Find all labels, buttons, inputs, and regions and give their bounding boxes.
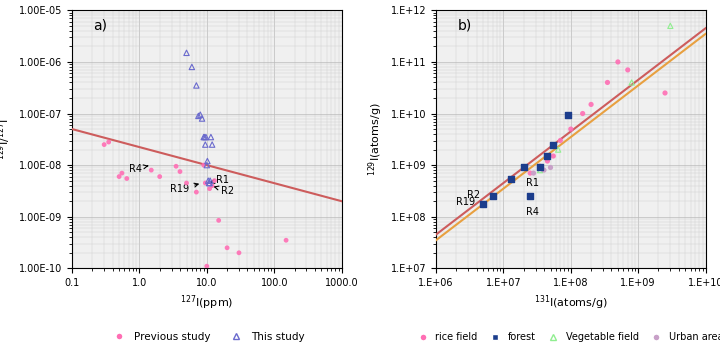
Point (660, 90, 671, 96)
Point (191, 189, 202, 195)
Point (477, 201, 489, 206)
Point (199, 134, 210, 140)
Point (203, 180, 215, 186)
Point (541, 158, 553, 164)
Point (99, 142, 110, 147)
Point (201, 162, 212, 168)
Point (116, 170, 127, 176)
Point (539, 168, 550, 173)
Point (171, 163, 182, 169)
Point (528, 170, 539, 176)
Text: R19: R19 (170, 183, 198, 194)
Point (197, 116, 208, 121)
Point (194, 112, 206, 117)
Point (233, 250, 245, 256)
Point (534, 168, 546, 173)
Point (204, 180, 215, 186)
Point (221, 245, 233, 250)
Point (207, 183, 218, 189)
Point (289, 283, 300, 289)
Text: b): b) (457, 18, 472, 32)
Point (554, 138, 566, 143)
Point (547, 153, 559, 159)
Point (545, 165, 557, 170)
Point (612, 59, 624, 65)
Text: R1: R1 (210, 175, 228, 185)
Text: R2: R2 (467, 190, 480, 200)
Point (562, 112, 573, 117)
Point (204, 178, 216, 183)
Point (577, 111, 588, 116)
Point (585, 102, 597, 107)
Legend: rice field, forest, Vegetable field, Urban areas: rice field, forest, Vegetable field, Urb… (409, 328, 720, 344)
Point (145, 168, 157, 173)
Point (665, 23, 676, 29)
Point (209, 178, 220, 183)
X-axis label: $^{131}$I(atoms/g): $^{131}$I(atoms/g) (534, 293, 608, 312)
Point (193, 113, 204, 119)
Point (103, 139, 114, 145)
Point (198, 134, 210, 140)
Point (181, 50, 192, 56)
Point (191, 83, 202, 88)
Point (202, 158, 213, 164)
Point (113, 174, 125, 179)
Point (541, 153, 553, 159)
Point (171, 0, 182, 4)
Point (565, 126, 577, 132)
Point (199, 180, 211, 186)
Point (207, 142, 218, 147)
Point (202, 178, 214, 183)
X-axis label: $^{127}$I(ppm): $^{127}$I(ppm) (180, 293, 233, 312)
Text: R4: R4 (526, 207, 539, 217)
Point (524, 170, 536, 176)
Point (204, 186, 215, 191)
Text: a): a) (94, 18, 107, 32)
Point (622, 67, 634, 73)
Text: R1: R1 (526, 178, 539, 188)
Point (186, 64, 197, 70)
Point (181, 180, 192, 186)
Point (626, 80, 637, 85)
Point (552, 147, 564, 152)
Point (602, 80, 613, 85)
Y-axis label: $^{129}$I/$^{127}$I: $^{129}$I/$^{127}$I (0, 119, 14, 160)
Point (205, 134, 217, 140)
Point (121, 176, 132, 181)
Point (534, 165, 546, 170)
Point (200, 134, 212, 140)
Point (518, 165, 529, 170)
Text: R4: R4 (129, 163, 148, 174)
Point (547, 142, 559, 147)
Point (280, 237, 292, 243)
Text: R19: R19 (456, 197, 475, 207)
Point (154, 174, 166, 179)
Point (213, 218, 225, 223)
Point (487, 193, 499, 199)
Point (199, 142, 211, 147)
Text: R2: R2 (215, 186, 234, 196)
Point (201, 264, 212, 269)
Point (505, 176, 517, 181)
Point (534, 163, 546, 169)
Point (198, 162, 210, 168)
Y-axis label: $^{129}$I(atoms/g): $^{129}$I(atoms/g) (366, 103, 385, 176)
Point (524, 193, 536, 199)
Point (174, 169, 186, 174)
Legend: Previous study, This study: Previous study, This study (105, 327, 309, 344)
